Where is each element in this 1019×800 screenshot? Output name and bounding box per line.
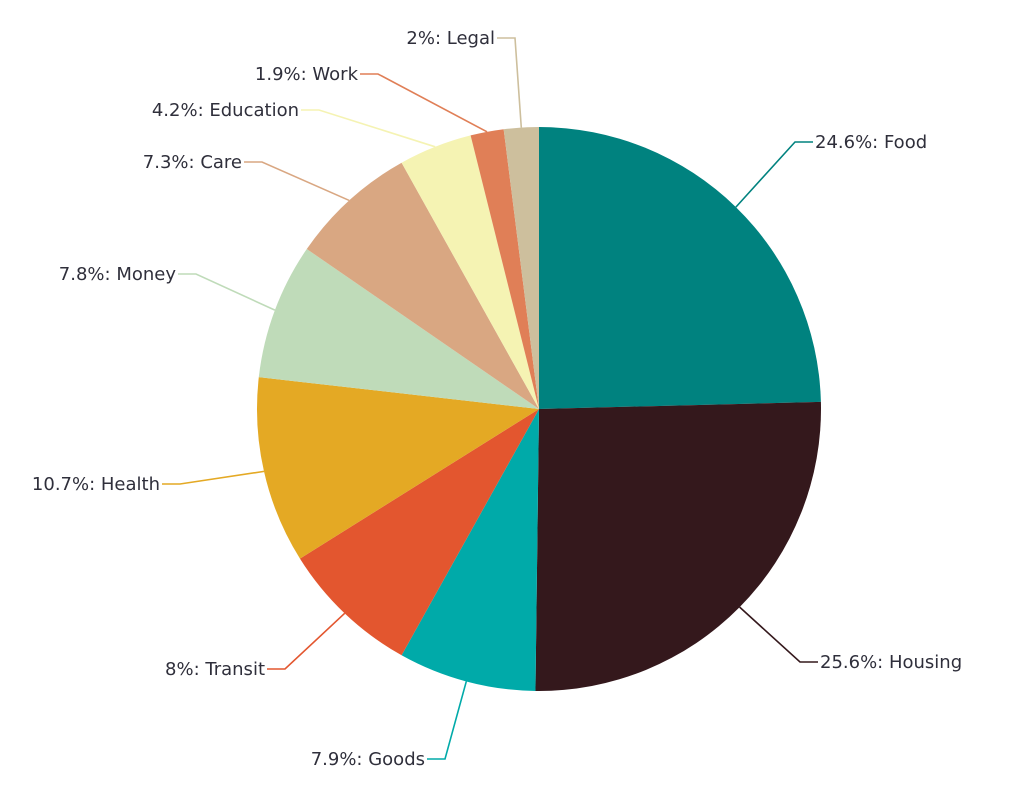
leader-line-care	[244, 161, 350, 202]
pie-slice-health	[257, 377, 539, 559]
leader-line-legal	[497, 37, 523, 128]
pie-slice-money	[258, 249, 539, 409]
slice-label-work: 1.9%: Work	[255, 64, 359, 85]
leader-line-food	[735, 141, 813, 208]
pie-slice-work	[470, 129, 539, 410]
leader-line-transit	[267, 612, 346, 670]
leader-line-money	[178, 273, 276, 311]
slice-label-health: 10.7%: Health	[32, 474, 160, 495]
pie-slice-care	[306, 162, 539, 409]
slice-label-goods: 7.9%: Goods	[311, 749, 425, 770]
slice-labels-layer: 24.6%: Food 25.6%: Housing 7.9%: Goods 8%: …	[32, 28, 962, 770]
pie-slice-housing	[535, 401, 822, 691]
slice-label-care: 7.3%: Care	[143, 152, 242, 173]
leader-line-health	[162, 470, 265, 485]
leader-line-goods	[427, 681, 468, 760]
pie-slice-education	[401, 135, 539, 409]
pie-slice-goods	[401, 409, 539, 691]
slices-layer	[257, 127, 822, 691]
pie-slice-legal	[503, 127, 539, 409]
slice-label-food: 24.6%: Food	[815, 132, 927, 153]
leader-lines-layer	[162, 37, 818, 760]
slice-label-education: 4.2%: Education	[152, 100, 299, 121]
slice-label-transit: 8%: Transit	[165, 659, 265, 680]
pie-slice-food	[539, 127, 821, 409]
leader-line-housing	[739, 606, 818, 663]
slice-label-housing: 25.6%: Housing	[820, 652, 962, 673]
leader-line-work	[360, 73, 488, 133]
slice-label-money: 7.8%: Money	[59, 264, 177, 285]
pie-slice-transit	[299, 409, 539, 656]
leader-line-education	[301, 109, 436, 148]
slice-label-legal: 2%: Legal	[406, 28, 495, 49]
